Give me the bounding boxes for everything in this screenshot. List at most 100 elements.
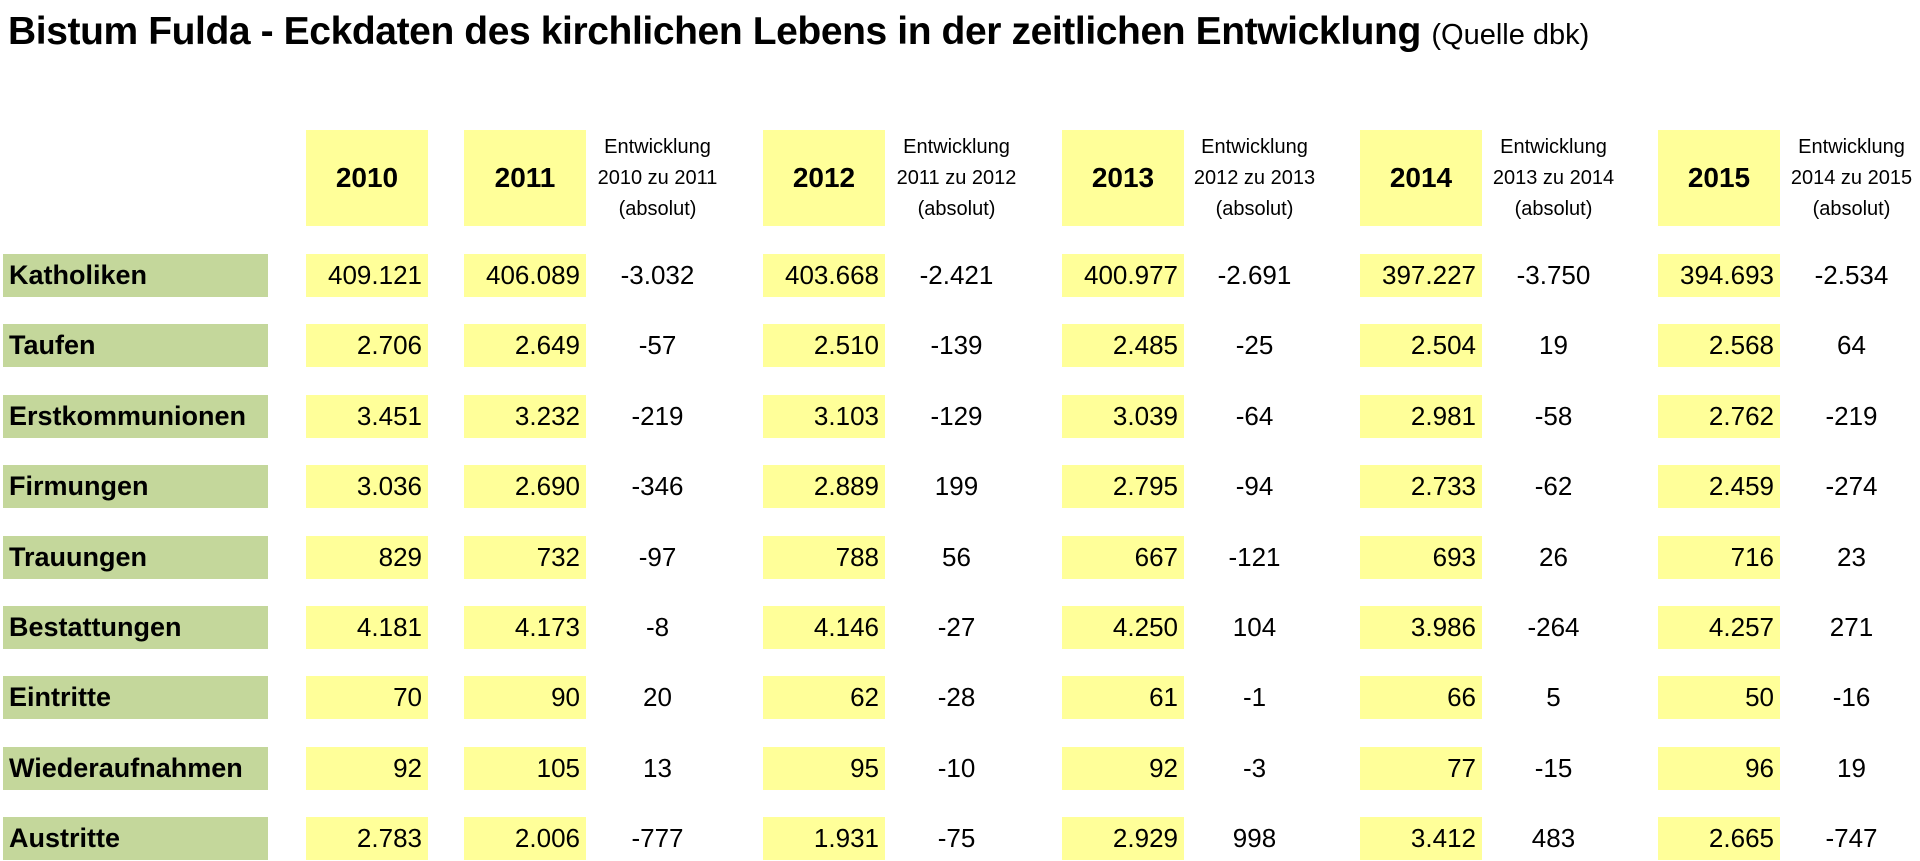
change-cell: 13	[643, 753, 672, 783]
development-header: Entwicklung 2013 zu 2014 (absolut)	[1488, 126, 1619, 230]
change-cell: -64	[1235, 401, 1274, 431]
development-header-line: 2014 zu 2015	[1790, 166, 1913, 189]
development-header-line: 2013 zu 2014	[1492, 166, 1615, 189]
value-cell: 716	[1658, 536, 1780, 579]
value-cell: 92	[1062, 747, 1184, 790]
change-cell: 199	[934, 471, 979, 501]
value-cell: 2.510	[763, 324, 885, 367]
change-cell: 19	[1837, 753, 1866, 783]
value-cell: 3.039	[1062, 395, 1184, 438]
development-header-line: Entwicklung	[1798, 135, 1905, 158]
value-cell: 2.006	[464, 817, 586, 860]
value-cell: 394.693	[1658, 254, 1780, 297]
value-cell: 409.121	[306, 254, 428, 297]
year-header: 2014	[1360, 130, 1482, 226]
development-header-line: (absolut)	[917, 197, 996, 220]
value-cell: 95	[763, 747, 885, 790]
change-cell: -62	[1534, 471, 1573, 501]
change-cell: -16	[1832, 682, 1871, 712]
change-cell: 20	[643, 682, 672, 712]
value-cell: 4.250	[1062, 606, 1184, 649]
change-cell: -777	[631, 823, 684, 853]
change-cell: -27	[937, 612, 976, 642]
change-cell: -121	[1228, 542, 1281, 572]
value-cell: 4.181	[306, 606, 428, 649]
value-cell: 77	[1360, 747, 1482, 790]
value-cell: 2.889	[763, 465, 885, 508]
value-cell: 96	[1658, 747, 1780, 790]
change-cell: -75	[937, 823, 976, 853]
development-header-line: Entwicklung	[903, 135, 1010, 158]
value-cell: 3.412	[1360, 817, 1482, 860]
value-cell: 62	[763, 676, 885, 719]
change-cell: -219	[631, 401, 684, 431]
year-header: 2013	[1062, 130, 1184, 226]
change-cell: -139	[930, 330, 983, 360]
value-cell: 732	[464, 536, 586, 579]
change-cell: -10	[937, 753, 976, 783]
page-title: Bistum Fulda - Eckdaten des kirchlichen …	[8, 10, 1589, 54]
source-note: (Quelle dbk)	[1431, 19, 1590, 51]
value-cell: 66	[1360, 676, 1482, 719]
row-label: Eintritte	[3, 676, 268, 719]
value-cell: 90	[464, 676, 586, 719]
change-cell: -747	[1825, 823, 1878, 853]
value-cell: 2.665	[1658, 817, 1780, 860]
development-header-line: Entwicklung	[604, 135, 711, 158]
change-cell: -3.032	[620, 260, 695, 290]
change-cell: -1	[1242, 682, 1267, 712]
value-cell: 2.795	[1062, 465, 1184, 508]
development-header-text: Entwicklung 2013 zu 2014 (absolut)	[1493, 132, 1614, 225]
value-cell: 2.485	[1062, 324, 1184, 367]
value-cell: 4.146	[763, 606, 885, 649]
change-cell: 26	[1539, 542, 1568, 572]
value-cell: 2.706	[306, 324, 428, 367]
change-cell: -274	[1825, 471, 1878, 501]
change-cell: -97	[638, 542, 677, 572]
value-cell: 397.227	[1360, 254, 1482, 297]
development-header-text: Entwicklung 2012 zu 2013 (absolut)	[1194, 132, 1315, 225]
value-cell: 3.451	[306, 395, 428, 438]
development-header-line: 2010 zu 2011	[597, 166, 718, 189]
value-cell: 788	[763, 536, 885, 579]
year-header: 2011	[464, 130, 586, 226]
change-cell: 5	[1546, 682, 1561, 712]
row-label: Taufen	[3, 324, 268, 367]
development-header-line: 2012 zu 2013	[1193, 166, 1316, 189]
change-cell: -2.691	[1217, 260, 1292, 290]
row-label: Erstkommunionen	[3, 395, 268, 438]
development-header-line: (absolut)	[618, 197, 697, 220]
value-cell: 667	[1062, 536, 1184, 579]
value-cell: 61	[1062, 676, 1184, 719]
change-cell: -264	[1527, 612, 1580, 642]
value-cell: 4.257	[1658, 606, 1780, 649]
value-cell: 2.733	[1360, 465, 1482, 508]
year-header: 2012	[763, 130, 885, 226]
value-cell: 406.089	[464, 254, 586, 297]
row-label: Trauungen	[3, 536, 268, 579]
change-cell: 64	[1837, 330, 1866, 360]
value-cell: 403.668	[763, 254, 885, 297]
row-label: Wiederaufnahmen	[3, 747, 268, 790]
value-cell: 1.931	[763, 817, 885, 860]
development-header-line: Entwicklung	[1201, 135, 1308, 158]
development-header: Entwicklung 2014 zu 2015 (absolut)	[1786, 126, 1917, 230]
value-cell: 2.929	[1062, 817, 1184, 860]
value-cell: 2.568	[1658, 324, 1780, 367]
change-cell: -3.750	[1516, 260, 1591, 290]
development-header-text: Entwicklung 2014 zu 2015 (absolut)	[1791, 132, 1912, 225]
value-cell: 2.504	[1360, 324, 1482, 367]
year-header: 2010	[306, 130, 428, 226]
change-cell: -57	[638, 330, 677, 360]
row-label: Firmungen	[3, 465, 268, 508]
year-header: 2015	[1658, 130, 1780, 226]
value-cell: 2.459	[1658, 465, 1780, 508]
change-cell: -58	[1534, 401, 1573, 431]
value-cell: 2.783	[306, 817, 428, 860]
value-cell: 2.649	[464, 324, 586, 367]
change-cell: -8	[645, 612, 670, 642]
change-cell: 483	[1531, 823, 1576, 853]
change-cell: -25	[1235, 330, 1274, 360]
value-cell: 2.690	[464, 465, 586, 508]
